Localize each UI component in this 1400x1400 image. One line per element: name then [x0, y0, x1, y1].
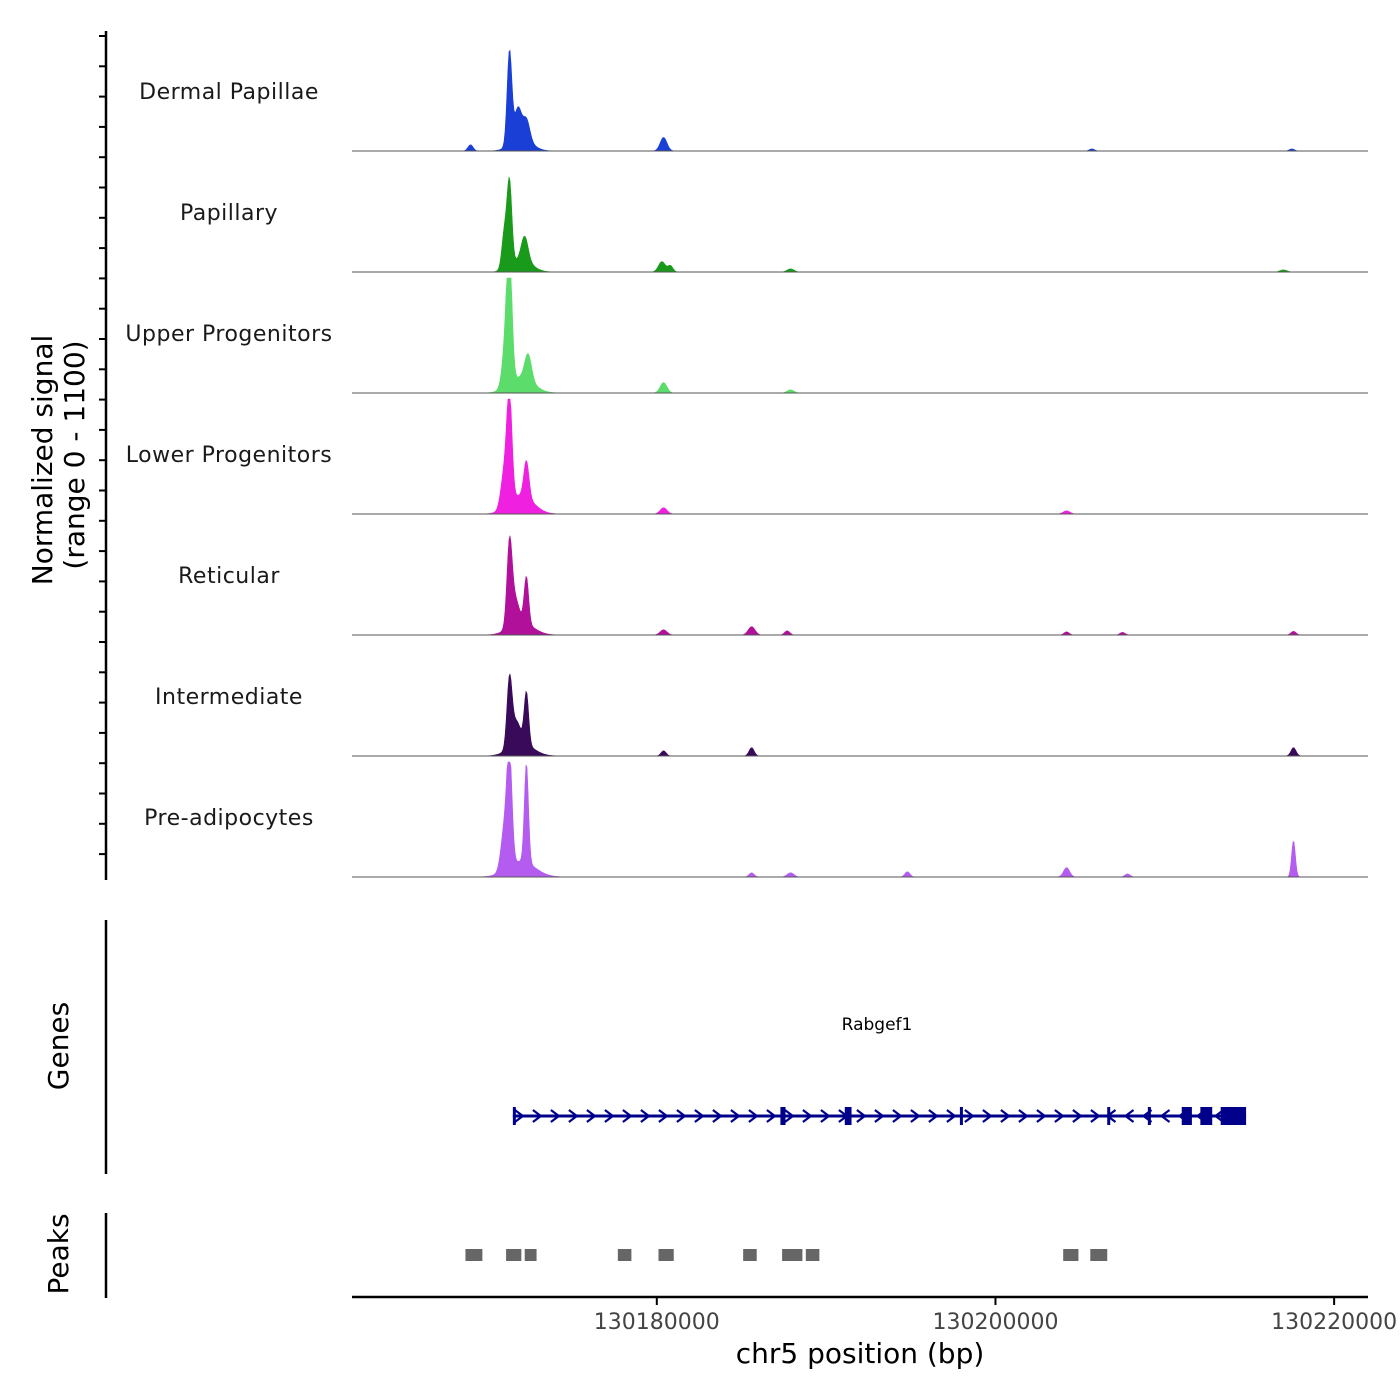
strand-arrow	[622, 1109, 633, 1123]
strand-arrow	[784, 1109, 795, 1123]
gene-exon	[1200, 1107, 1213, 1125]
track-label: Papillary	[180, 201, 278, 226]
strand-arrow	[1159, 1109, 1171, 1123]
gene-exon	[512, 1107, 516, 1125]
track-label: Upper Progenitors	[125, 322, 332, 347]
strand-arrow	[532, 1109, 543, 1123]
peak-region	[805, 1249, 820, 1261]
strand-arrow	[1123, 1109, 1135, 1123]
strand-arrow	[856, 1109, 867, 1123]
signal-area	[352, 535, 1312, 636]
gene-exon	[844, 1107, 852, 1125]
strand-arrow	[964, 1109, 975, 1123]
gene-exon	[1220, 1107, 1247, 1125]
strand-arrow	[1054, 1109, 1065, 1123]
signal-area	[352, 176, 1312, 273]
track-lower-progenitors: Lower Progenitors	[126, 398, 1368, 515]
strand-arrow	[586, 1109, 597, 1123]
strand-arrow	[604, 1109, 615, 1123]
x-tick-label: 130220000	[1271, 1310, 1397, 1335]
strand-arrow	[892, 1109, 903, 1123]
peak-region	[782, 1249, 803, 1261]
coverage-ylabel-line1: Normalized signal	[26, 335, 59, 586]
coverage-tracks: Dermal Papillae Papillary Upper Progenitor…	[125, 49, 1368, 878]
track-papillary: Papillary	[180, 176, 1368, 273]
strand-arrow	[1090, 1109, 1101, 1123]
signal-area	[352, 673, 1312, 757]
peaks-panel	[465, 1249, 1108, 1261]
peaks-ylabel: Peaks	[42, 1213, 75, 1294]
strand-arrow	[928, 1109, 939, 1123]
strand-arrow	[676, 1109, 687, 1123]
peak-region	[524, 1249, 537, 1261]
gene-exon	[1181, 1107, 1192, 1125]
strand-arrow	[730, 1109, 741, 1123]
track-label: Pre-adipocytes	[144, 806, 314, 831]
strand-arrow	[946, 1109, 957, 1123]
x-axis-label: chr5 position (bp)	[736, 1337, 985, 1370]
strand-arrow	[820, 1109, 831, 1123]
strand-arrow	[748, 1109, 759, 1123]
track-dermal-papillae: Dermal Papillae	[139, 49, 1368, 152]
track-label: Lower Progenitors	[126, 443, 332, 468]
gene-exon	[780, 1107, 786, 1125]
signal-area	[352, 49, 1312, 152]
strand-arrow	[1072, 1109, 1083, 1123]
strand-arrow	[982, 1109, 993, 1123]
peak-region	[506, 1249, 522, 1261]
gene-exon	[1107, 1107, 1111, 1125]
track-intermediate: Intermediate	[155, 673, 1368, 757]
signal-area	[352, 398, 1312, 515]
genes-panel	[512, 1107, 1247, 1125]
peak-region	[617, 1249, 632, 1261]
strand-arrow	[1036, 1109, 1047, 1123]
peak-region	[1063, 1249, 1079, 1261]
x-tick-label: 130180000	[594, 1310, 720, 1335]
track-pre-adipocytes: Pre-adipocytes	[144, 761, 1368, 878]
x-axis-ticks: 130180000 130200000 130220000	[594, 1297, 1397, 1335]
peak-region	[658, 1249, 674, 1261]
x-tick-label: 130200000	[932, 1310, 1058, 1335]
strand-arrow	[550, 1109, 561, 1123]
strand-arrow	[568, 1109, 579, 1123]
gene-label-rabgef1: Rabgef1	[842, 1015, 913, 1035]
gene-model	[512, 1107, 1109, 1125]
track-upper-progenitors: Upper Progenitors	[125, 277, 1368, 394]
strand-arrow	[766, 1109, 777, 1123]
genes-ylabel: Genes	[42, 1002, 75, 1090]
signal-area	[352, 277, 1312, 394]
strand-arrow	[910, 1109, 921, 1123]
peak-region	[1090, 1249, 1108, 1261]
strand-arrow	[1018, 1109, 1029, 1123]
strand-arrow	[514, 1109, 525, 1123]
gene-exon	[1147, 1107, 1151, 1125]
coverage-ylabel-line2: (range 0 - 1100)	[58, 340, 91, 569]
track-label: Reticular	[178, 564, 280, 589]
gene-model	[1105, 1107, 1247, 1125]
peak-region	[465, 1249, 483, 1261]
track-reticular: Reticular	[178, 535, 1368, 636]
strand-arrow	[874, 1109, 885, 1123]
strand-arrow	[658, 1109, 669, 1123]
track-label: Dermal Papillae	[139, 80, 319, 105]
strand-arrow	[694, 1109, 705, 1123]
strand-arrow	[1000, 1109, 1011, 1123]
strand-arrow	[712, 1109, 723, 1123]
strand-arrow	[802, 1109, 813, 1123]
coverage-y-ticks	[99, 35, 106, 856]
gene-exon	[959, 1107, 963, 1125]
signal-area	[352, 761, 1312, 878]
track-label: Intermediate	[155, 685, 303, 710]
strand-arrow	[640, 1109, 651, 1123]
peak-region	[743, 1249, 757, 1261]
